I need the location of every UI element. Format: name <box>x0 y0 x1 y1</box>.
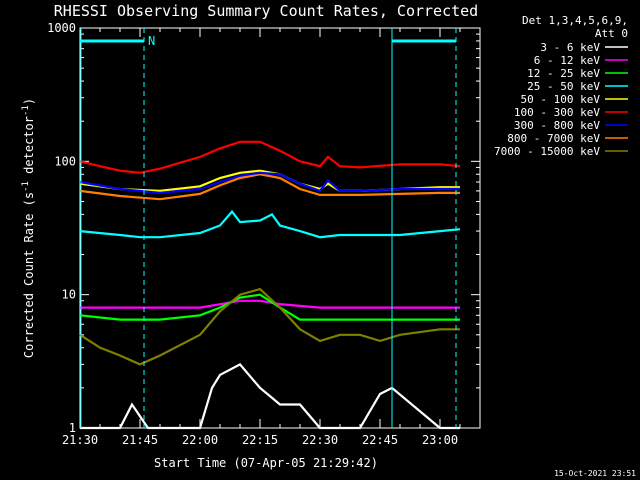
flag-label: N <box>148 34 155 48</box>
y-tick-label: 10 <box>62 288 76 302</box>
legend-header-2: Att 0 <box>595 27 628 40</box>
y-label-sup2: -1 <box>21 105 31 116</box>
legend-label-300-800-kev: 300 - 800 keV <box>514 119 600 132</box>
y-tick-label: 1 <box>69 421 76 435</box>
legend-label-800-7000-kev: 800 - 7000 keV <box>507 132 600 145</box>
series-line-25-50-kev <box>79 209 461 239</box>
y-label-part2: detector <box>22 116 36 181</box>
y-tick-label: 100 <box>54 154 76 168</box>
interval-markers: N <box>80 28 457 428</box>
y-label-part1: Corrected Count Rate (s <box>22 192 36 358</box>
series-line-7000-15000-kev <box>79 287 460 366</box>
x-tick-label: 22:45 <box>362 433 398 447</box>
x-tick-label: 23:00 <box>422 433 458 447</box>
legend-label-12-25-kev: 12 - 25 keV <box>527 67 600 80</box>
legend-header-1: Det 1,3,4,5,6,9, <box>522 14 628 27</box>
series-line-100-300-kev <box>79 140 461 174</box>
series-line-300-800-kev <box>79 171 460 195</box>
legend-label-50-100-kev: 50 - 100 keV <box>521 93 601 106</box>
y-label-sup1: -1 <box>21 181 31 192</box>
x-axis: 21:30 21:45 22:00 22:15 22:30 22:45 23:00 <box>62 28 481 447</box>
legend-label-100-300-kev: 100 - 300 keV <box>514 106 600 119</box>
series-line-800-7000-kev <box>79 173 460 201</box>
x-tick-label: 22:15 <box>242 433 278 447</box>
series-line-12-25-kev <box>79 293 460 321</box>
legend-label-7000-15000-kev: 7000 - 15000 keV <box>494 145 600 158</box>
x-tick-label: 22:00 <box>182 433 218 447</box>
x-tick-label: 21:30 <box>62 433 98 447</box>
y-axis-label: Corrected Count Rate (s-1 detector-1) <box>21 98 36 358</box>
x-tick-label: 22:30 <box>302 433 338 447</box>
legend-label-6-12-kev: 6 - 12 keV <box>534 54 601 67</box>
legend-label-25-50-kev: 25 - 50 keV <box>527 80 600 93</box>
series-layer <box>79 140 461 430</box>
y-tick-label: 1000 <box>47 21 76 35</box>
chart-title: RHESSI Observing Summary Count Rates, Co… <box>54 2 478 20</box>
y-label-part3: ) <box>22 98 36 105</box>
timestamp: 15-Oct-2021 23:51 <box>554 469 636 478</box>
legend-label-3-6-kev: 3 - 6 keV <box>540 41 600 54</box>
x-axis-label: Start Time (07-Apr-05 21:29:42) <box>154 456 378 470</box>
x-tick-label: 21:45 <box>122 433 158 447</box>
series-line-3-6-kev <box>80 363 460 430</box>
